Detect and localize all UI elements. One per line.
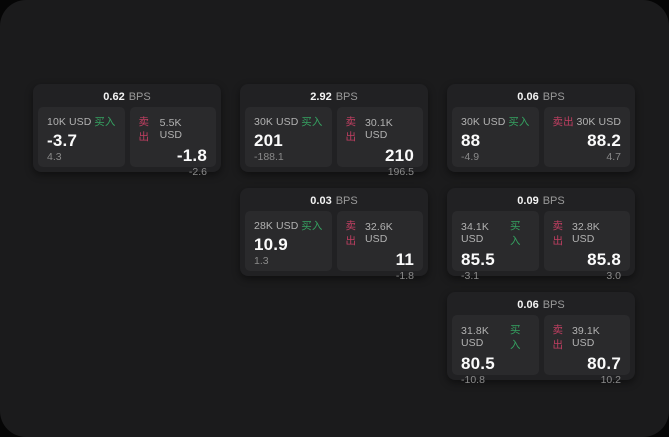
- buy-tile[interactable]: 30K USD 买入 201 -188.1: [245, 107, 332, 167]
- sell-tile[interactable]: 卖出 5.5K USD -1.8 -2.6: [129, 107, 216, 178]
- buy-sub-value: -10.8: [461, 374, 485, 386]
- buy-price: 88: [461, 131, 481, 150]
- sell-price: 11: [395, 250, 414, 269]
- buy-price: 80.5: [461, 354, 495, 373]
- bps-unit-label: BPS: [128, 91, 151, 103]
- sell-amount: 32.6K USD: [364, 221, 393, 245]
- buy-tile[interactable]: 30K USD 买入 88 -4.9: [452, 107, 539, 167]
- sell-side-label: 卖出: [345, 220, 357, 247]
- sell-price: 210: [385, 146, 414, 165]
- quote-card: 0.06 BPS 30K USD 买入 88 -4.9 卖出 30K USD: [447, 84, 635, 172]
- buy-sub-value: 4.3: [47, 151, 62, 163]
- buy-price: 201: [254, 131, 283, 150]
- bps-value: 0.06: [517, 91, 539, 103]
- buy-price: 10.9: [254, 235, 288, 254]
- sell-side-label: 卖出: [552, 116, 574, 128]
- sell-tile[interactable]: 卖出 32.6K USD 11 -1.8: [336, 211, 423, 282]
- sell-sub-value: -2.6: [188, 166, 207, 178]
- buy-tile[interactable]: 28K USD 买入 10.9 1.3: [245, 211, 332, 271]
- sell-sub-value: 4.7: [606, 151, 621, 163]
- card-body: 34.1K USD 买入 85.5 -3.1 卖出 32.8K USD 85.8…: [452, 211, 630, 282]
- card-body: 30K USD 买入 201 -188.1 卖出 30.1K USD 210 1…: [245, 107, 423, 178]
- bps-unit-label: BPS: [542, 299, 565, 311]
- quote-card: 0.03 BPS 28K USD 买入 10.9 1.3 卖出 32.6K US…: [240, 188, 428, 282]
- sell-tile[interactable]: 卖出 32.8K USD 85.8 3.0: [543, 211, 630, 282]
- quote-card-grid: 0.62 BPS 10K USD 买入 -3.7 4.3 卖出 5.5K USD: [33, 84, 635, 386]
- buy-side-label: 买入: [508, 116, 530, 128]
- buy-amount: 30K USD: [254, 115, 299, 128]
- buy-tile[interactable]: 34.1K USD 买入 85.5 -3.1: [452, 211, 539, 282]
- quote-card: 0.09 BPS 34.1K USD 买入 85.5 -3.1 卖出 32.8K…: [447, 188, 635, 282]
- sell-tile[interactable]: 卖出 30.1K USD 210 196.5: [336, 107, 423, 178]
- sell-side-label: 卖出: [552, 220, 564, 247]
- buy-side-label: 买入: [510, 324, 521, 351]
- bps-value: 0.62: [103, 91, 125, 103]
- sell-price: 88.2: [587, 131, 621, 150]
- card-body: 30K USD 买入 88 -4.9 卖出 30K USD 88.2 4.7: [452, 107, 630, 167]
- buy-sub-value: -4.9: [461, 151, 480, 163]
- card-body: 10K USD 买入 -3.7 4.3 卖出 5.5K USD -1.8 -2.…: [38, 107, 216, 178]
- buy-price: -3.7: [47, 131, 78, 150]
- bps-header: 0.03 BPS: [245, 192, 423, 211]
- sell-sub-value: 196.5: [387, 166, 414, 178]
- bps-unit-label: BPS: [542, 91, 565, 103]
- bps-unit-label: BPS: [335, 195, 358, 207]
- buy-amount: 30K USD: [461, 115, 506, 128]
- buy-side-label: 买入: [94, 116, 116, 128]
- quote-card: 0.62 BPS 10K USD 买入 -3.7 4.3 卖出 5.5K USD: [33, 84, 221, 178]
- sell-tile[interactable]: 卖出 39.1K USD 80.7 10.2: [543, 315, 630, 386]
- buy-amount: 28K USD: [254, 219, 299, 232]
- bps-unit-label: BPS: [335, 91, 358, 103]
- buy-amount: 34.1K USD: [461, 221, 489, 245]
- sell-sub-value: 10.2: [600, 374, 621, 386]
- buy-side-label: 买入: [301, 116, 323, 128]
- quote-card: 2.92 BPS 30K USD 买入 201 -188.1 卖出 30.1K …: [240, 84, 428, 178]
- buy-side-label: 买入: [301, 220, 323, 232]
- quote-card: 0.06 BPS 31.8K USD 买入 80.5 -10.8 卖出 39.1…: [447, 292, 635, 386]
- sell-side-label: 卖出: [552, 324, 564, 351]
- buy-price: 85.5: [461, 250, 495, 269]
- card-body: 31.8K USD 买入 80.5 -10.8 卖出 39.1K USD 80.…: [452, 315, 630, 386]
- bps-value: 0.09: [517, 195, 539, 207]
- card-body: 28K USD 买入 10.9 1.3 卖出 32.6K USD 11 -1.8: [245, 211, 423, 282]
- buy-amount: 10K USD: [47, 115, 92, 128]
- buy-tile[interactable]: 31.8K USD 买入 80.5 -10.8: [452, 315, 539, 386]
- bps-value: 0.03: [310, 195, 332, 207]
- sell-sub-value: -1.8: [395, 270, 414, 282]
- bps-value: 0.06: [517, 299, 539, 311]
- bps-unit-label: BPS: [542, 195, 565, 207]
- bps-value: 2.92: [310, 91, 332, 103]
- sell-amount: 5.5K USD: [159, 117, 183, 141]
- sell-tile[interactable]: 卖出 30K USD 88.2 4.7: [543, 107, 630, 167]
- buy-sub-value: -3.1: [461, 270, 480, 282]
- sell-amount: 32.8K USD: [571, 221, 600, 245]
- sell-amount: 30K USD: [576, 115, 621, 128]
- bps-header: 0.62 BPS: [38, 88, 216, 107]
- bps-header: 2.92 BPS: [245, 88, 423, 107]
- sell-side-label: 卖出: [138, 116, 150, 143]
- sell-price: -1.8: [176, 146, 207, 165]
- sell-price: 85.8: [587, 250, 621, 269]
- bps-header: 0.06 BPS: [452, 88, 630, 107]
- sell-amount: 30.1K USD: [364, 117, 393, 141]
- sell-side-label: 卖出: [345, 116, 357, 143]
- sell-sub-value: 3.0: [606, 270, 621, 282]
- buy-amount: 31.8K USD: [461, 325, 489, 349]
- sell-price: 80.7: [587, 354, 621, 373]
- sell-amount: 39.1K USD: [571, 325, 600, 349]
- bps-header: 0.06 BPS: [452, 296, 630, 315]
- bps-header: 0.09 BPS: [452, 192, 630, 211]
- buy-tile[interactable]: 10K USD 买入 -3.7 4.3: [38, 107, 125, 167]
- buy-side-label: 买入: [510, 220, 521, 247]
- buy-sub-value: -188.1: [254, 151, 284, 163]
- buy-sub-value: 1.3: [254, 255, 269, 267]
